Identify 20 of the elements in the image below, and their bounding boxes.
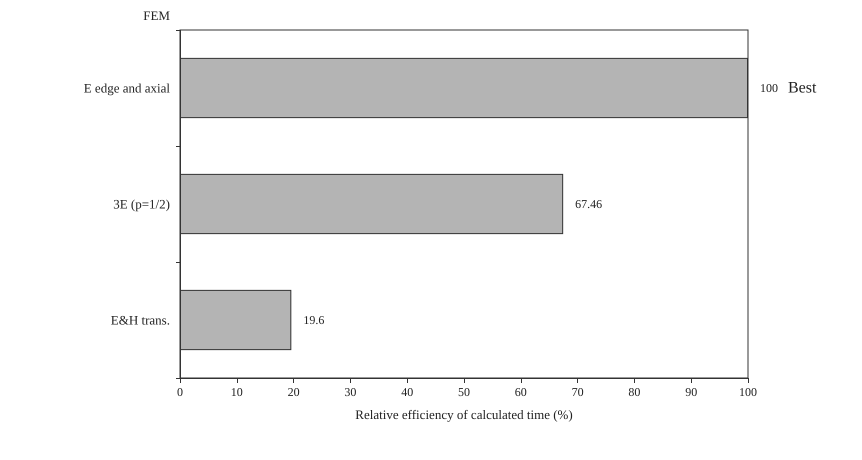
data-label: 19.6 bbox=[303, 313, 324, 327]
data-label: 100 bbox=[760, 81, 778, 95]
x-tick-label: 50 bbox=[458, 385, 470, 399]
y-tick-label: E edge and axial bbox=[84, 80, 170, 96]
x-tick-label: 30 bbox=[344, 385, 356, 399]
x-tick-label: 80 bbox=[628, 385, 640, 399]
x-tick-label: 100 bbox=[739, 385, 757, 399]
y-tick-label: 3E (p=1/2) bbox=[113, 196, 170, 212]
x-axis-title: Relative efficiency of calculated time (%) bbox=[355, 407, 573, 422]
y-axis-title: FEM bbox=[143, 8, 170, 23]
x-tick-label: 40 bbox=[401, 385, 414, 399]
x-tick-label: 60 bbox=[514, 385, 527, 399]
x-tick-label: 20 bbox=[288, 385, 300, 399]
data-label: 67.46 bbox=[575, 197, 602, 211]
x-tick-label: 10 bbox=[230, 385, 243, 399]
y-tick-label: E&H trans. bbox=[110, 312, 170, 328]
x-tick-label: 0 bbox=[177, 385, 183, 399]
x-tick-label: 70 bbox=[572, 385, 584, 399]
x-tick-label: 90 bbox=[685, 385, 698, 399]
annotation: Best bbox=[788, 80, 817, 96]
